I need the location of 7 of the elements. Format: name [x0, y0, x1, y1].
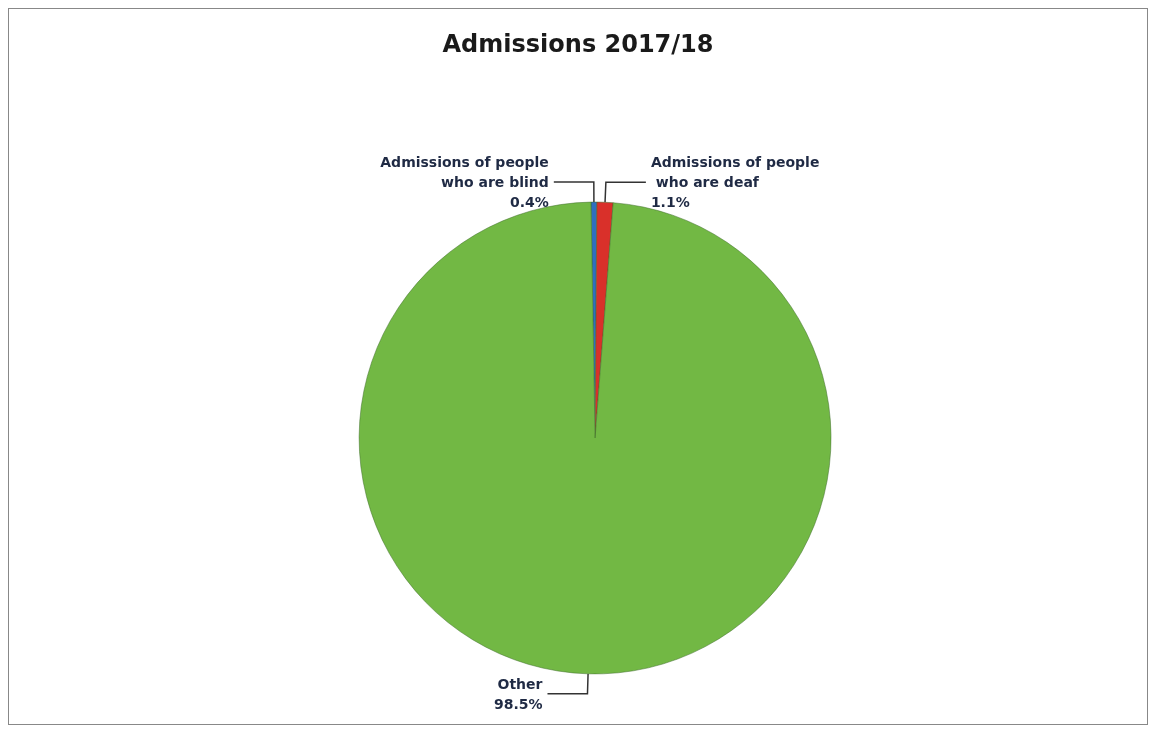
data-label: 1.1% [650, 194, 690, 211]
chart-title: Admissions 2017/18 [442, 30, 714, 58]
data-label: 0.4% [509, 194, 549, 211]
slice-label: Other [497, 675, 543, 692]
slice-label: Admissions of people who are blind [380, 154, 549, 191]
slice-label: Admissions of people who are deaf [650, 154, 820, 191]
data-label: 98.5% [493, 695, 543, 712]
